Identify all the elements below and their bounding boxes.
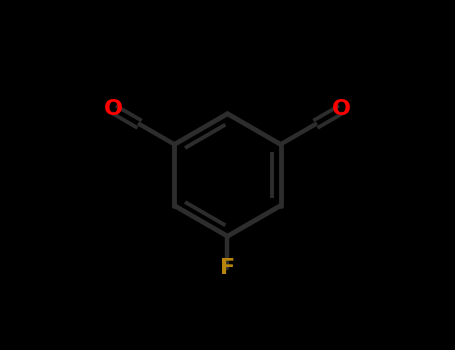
Text: O: O — [104, 99, 123, 119]
Text: O: O — [332, 99, 351, 119]
Text: F: F — [220, 258, 235, 278]
